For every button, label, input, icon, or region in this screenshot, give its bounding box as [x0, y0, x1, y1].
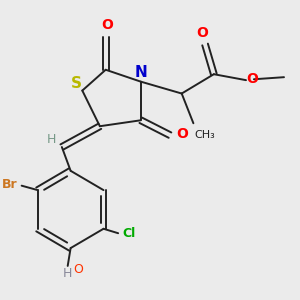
Text: O: O	[196, 26, 208, 40]
Text: S: S	[71, 76, 82, 91]
Text: O: O	[101, 18, 113, 32]
Text: N: N	[134, 65, 147, 80]
Text: H: H	[63, 267, 72, 280]
Text: Cl: Cl	[122, 227, 135, 240]
Text: O: O	[74, 263, 83, 276]
Text: O: O	[247, 72, 258, 86]
Text: Br: Br	[2, 178, 18, 191]
Text: CH₃: CH₃	[195, 130, 216, 140]
Text: O: O	[176, 127, 188, 141]
Text: H: H	[47, 133, 56, 146]
